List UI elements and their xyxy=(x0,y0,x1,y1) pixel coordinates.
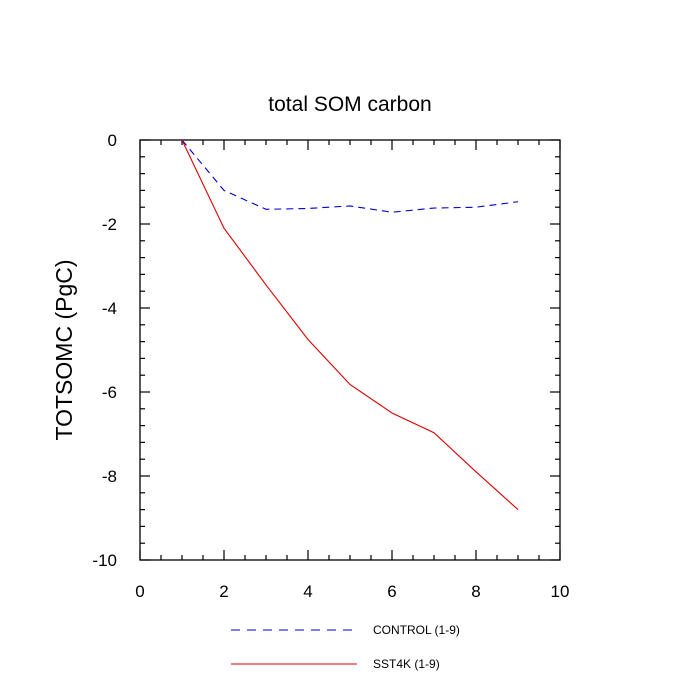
x-tick-label: 4 xyxy=(303,582,312,601)
x-tick-label: 6 xyxy=(387,582,396,601)
y-tick-label: 0 xyxy=(108,131,117,150)
plot-frame xyxy=(139,139,561,561)
x-tick-label: 2 xyxy=(219,582,228,601)
legend-label: CONTROL (1-9) xyxy=(373,623,460,637)
chart-title: total SOM carbon xyxy=(268,93,431,116)
x-tick-label: 10 xyxy=(551,582,570,601)
x-tick-label: 0 xyxy=(135,582,144,601)
y-tick-label: -8 xyxy=(102,467,117,486)
y-tick-label: -10 xyxy=(92,551,117,570)
series-line-control xyxy=(181,139,519,213)
y-tick-label: -4 xyxy=(102,299,117,318)
y-tick-label: -2 xyxy=(102,215,117,234)
x-tick-label: 8 xyxy=(471,582,480,601)
legend-label: SST4K (1-9) xyxy=(373,657,440,671)
y-tick-label: -6 xyxy=(102,383,117,402)
tick-labels: 0 2 4 6 8 10 0 -2 -4 -6 -8 -10 xyxy=(92,131,569,601)
series-lines xyxy=(181,139,519,511)
series-line-sst4k xyxy=(181,139,519,511)
y-axis-label: TOTSOMC (PgC) xyxy=(51,259,77,440)
legend: CONTROL (1-9) SST4K (1-9) xyxy=(231,623,460,671)
axis-ticks xyxy=(139,139,561,561)
